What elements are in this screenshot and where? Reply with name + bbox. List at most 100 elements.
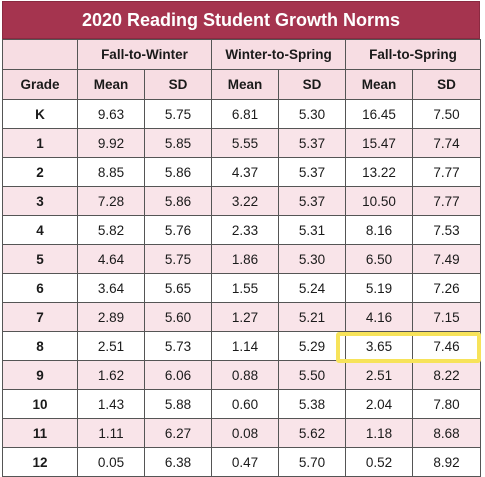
grade-cell: 7 <box>2 302 78 332</box>
value-cell: 2.51 <box>77 331 145 361</box>
value-cell: 0.52 <box>345 447 414 477</box>
value-cell: 8.68 <box>412 418 482 448</box>
group-header-fall-to-winter: Fall-to-Winter <box>77 39 212 70</box>
grade-cell: 3 <box>2 186 78 216</box>
value-cell: 3.22 <box>211 186 279 216</box>
group-header-fall-to-spring: Fall-to-Spring <box>345 39 482 70</box>
grade-cell: 11 <box>2 418 78 448</box>
grade-cell: 6 <box>2 273 78 303</box>
col-header-mean: Mean <box>345 69 414 100</box>
value-cell: 4.37 <box>211 157 279 187</box>
value-cell: 5.21 <box>277 302 347 332</box>
value-cell: 0.08 <box>211 418 279 448</box>
value-cell: 7.49 <box>412 244 482 274</box>
value-cell: 5.30 <box>277 244 347 274</box>
value-cell: 7.53 <box>412 215 482 245</box>
value-cell: 5.31 <box>277 215 347 245</box>
value-cell: 0.05 <box>77 447 145 477</box>
value-cell: 7.80 <box>412 389 482 419</box>
value-cell: 3.65 <box>345 331 414 361</box>
grade-cell: 1 <box>2 128 78 158</box>
value-cell: 6.06 <box>144 360 212 390</box>
value-cell: 7.77 <box>412 157 482 187</box>
grade-cell: K <box>2 99 78 129</box>
value-cell: 7.50 <box>412 99 482 129</box>
value-cell: 5.85 <box>144 128 212 158</box>
group-header-winter-to-spring: Winter-to-Spring <box>210 39 347 70</box>
value-cell: 7.77 <box>412 186 482 216</box>
value-cell: 5.37 <box>277 157 347 187</box>
value-cell: 1.55 <box>211 273 279 303</box>
value-cell: 5.73 <box>144 331 212 361</box>
value-cell: 9.92 <box>77 128 145 158</box>
value-cell: 1.18 <box>345 418 414 448</box>
col-header-sd: SD <box>412 69 482 100</box>
value-cell: 0.88 <box>211 360 279 390</box>
value-cell: 5.76 <box>144 215 212 245</box>
col-header-mean: Mean <box>211 69 279 100</box>
value-cell: 5.29 <box>277 331 347 361</box>
value-cell: 5.55 <box>211 128 279 158</box>
value-cell: 5.30 <box>277 99 347 129</box>
value-cell: 5.82 <box>77 215 145 245</box>
table-row: 11 1.11 6.27 0.08 5.62 1.18 8.68 <box>2 418 482 448</box>
table-row: 12 0.05 6.38 0.47 5.70 0.52 8.92 <box>2 447 482 477</box>
value-cell: 3.64 <box>77 273 145 303</box>
value-cell: 4.64 <box>77 244 145 274</box>
table-body: K 9.63 5.75 6.81 5.30 16.45 7.50 1 9.92 5.85 5.55 5… <box>2 99 482 477</box>
table-title: 2020 Reading Student Growth Norms <box>2 1 480 39</box>
value-cell: 13.22 <box>345 157 414 187</box>
grade-header-blank <box>2 39 78 70</box>
value-cell: 5.65 <box>144 273 212 303</box>
value-cell: 8.22 <box>412 360 482 390</box>
value-cell: 5.37 <box>277 128 347 158</box>
value-cell: 0.60 <box>211 389 279 419</box>
value-cell: 8.85 <box>77 157 145 187</box>
table-row: 10 1.43 5.88 0.60 5.38 2.04 7.80 <box>2 389 482 419</box>
table-row: 5 4.64 5.75 1.86 5.30 6.50 7.49 <box>2 244 482 274</box>
value-cell: 1.62 <box>77 360 145 390</box>
col-header-mean: Mean <box>77 69 145 100</box>
value-cell: 7.74 <box>412 128 482 158</box>
value-cell: 7.15 <box>412 302 482 332</box>
value-cell: 6.27 <box>144 418 212 448</box>
column-header-row: Grade Mean SD Mean SD Mean SD <box>2 69 482 100</box>
value-cell: 5.50 <box>277 360 347 390</box>
grade-cell: 4 <box>2 215 78 245</box>
value-cell: 5.70 <box>277 447 347 477</box>
grade-cell: 10 <box>2 389 78 419</box>
col-header-sd: SD <box>277 69 347 100</box>
value-cell: 5.86 <box>144 186 212 216</box>
value-cell: 2.33 <box>211 215 279 245</box>
grade-cell: 12 <box>2 447 78 477</box>
table-row: K 9.63 5.75 6.81 5.30 16.45 7.50 <box>2 99 482 129</box>
value-cell: 16.45 <box>345 99 414 129</box>
value-cell: 5.62 <box>277 418 347 448</box>
value-cell: 6.50 <box>345 244 414 274</box>
value-cell: 5.60 <box>144 302 212 332</box>
value-cell: 5.88 <box>144 389 212 419</box>
value-cell: 5.19 <box>345 273 414 303</box>
col-header-sd: SD <box>144 69 212 100</box>
value-cell: 1.14 <box>211 331 279 361</box>
table-row: 6 3.64 5.65 1.55 5.24 5.19 7.26 <box>2 273 482 303</box>
value-cell: 1.43 <box>77 389 145 419</box>
value-cell: 1.11 <box>77 418 145 448</box>
value-cell: 2.89 <box>77 302 145 332</box>
grade-cell: 2 <box>2 157 78 187</box>
table-row: 9 1.62 6.06 0.88 5.50 2.51 8.22 <box>2 360 482 390</box>
value-cell: 4.16 <box>345 302 414 332</box>
group-header-row: Fall-to-Winter Winter-to-Spring Fall-to-… <box>2 39 482 70</box>
grade-cell: 8 <box>2 331 78 361</box>
value-cell: 7.46 <box>412 331 482 361</box>
value-cell: 15.47 <box>345 128 414 158</box>
value-cell: 5.86 <box>144 157 212 187</box>
value-cell: 5.38 <box>277 389 347 419</box>
table-row: 3 7.28 5.86 3.22 5.37 10.50 7.77 <box>2 186 482 216</box>
table-row: 1 9.92 5.85 5.55 5.37 15.47 7.74 <box>2 128 482 158</box>
value-cell: 1.27 <box>211 302 279 332</box>
value-cell: 1.86 <box>211 244 279 274</box>
table-row: 4 5.82 5.76 2.33 5.31 8.16 7.53 <box>2 215 482 245</box>
value-cell: 5.75 <box>144 244 212 274</box>
